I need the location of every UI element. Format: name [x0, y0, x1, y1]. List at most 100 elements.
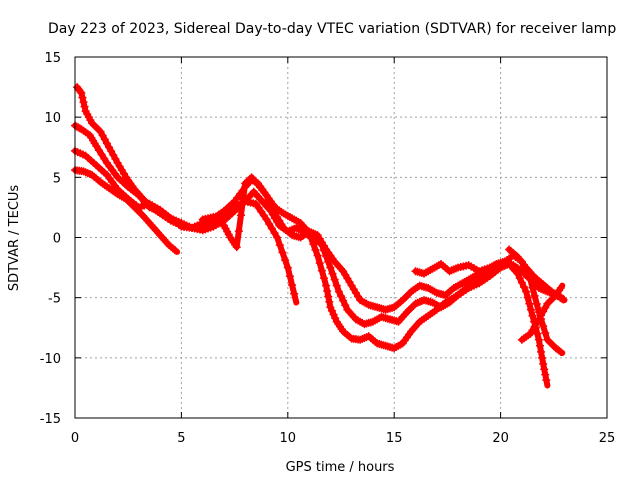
data-point [539, 359, 548, 368]
data-point [537, 347, 546, 356]
data-point [556, 347, 565, 356]
data-point [100, 154, 109, 163]
data-point [239, 195, 248, 204]
y-axis-label: SDTVAR / TECUs [7, 185, 22, 292]
data-point [325, 297, 334, 306]
data-point [326, 303, 335, 312]
data-point [285, 272, 294, 281]
data-point [315, 259, 324, 268]
data-point [265, 219, 274, 228]
series-track-8 [411, 259, 504, 278]
data-point [311, 245, 320, 254]
data-point [555, 346, 564, 355]
data-point [319, 274, 328, 283]
y-tick-label: -10 [40, 352, 61, 367]
series-track-3 [71, 146, 300, 306]
data-point [322, 281, 331, 290]
data-point [326, 263, 335, 272]
data-point [322, 252, 331, 261]
data-point [520, 283, 529, 292]
data-point [78, 93, 87, 102]
data-point [275, 241, 284, 250]
series-track-7 [517, 282, 566, 344]
y-tick-label: -15 [40, 412, 61, 427]
y-tick-label: 5 [53, 171, 61, 186]
data-point [307, 234, 316, 243]
data-point [331, 314, 340, 323]
data-point [281, 256, 290, 265]
data-point [77, 89, 86, 98]
data-point [525, 299, 534, 308]
data-point [533, 329, 542, 338]
data-point [540, 365, 549, 374]
data-point [324, 292, 333, 301]
data-point [267, 224, 276, 233]
data-point [234, 227, 243, 236]
data-point [538, 353, 547, 362]
data-point [534, 335, 543, 344]
data-point [317, 240, 326, 249]
data-point [313, 251, 322, 260]
x-tick-label: 5 [177, 431, 185, 446]
y-tick-label: 15 [44, 51, 61, 66]
data-point [542, 376, 551, 385]
data-point [541, 328, 550, 337]
data-point [522, 287, 531, 296]
data-point [515, 274, 524, 283]
data-point [539, 321, 548, 330]
data-point [532, 299, 541, 308]
data-point [517, 278, 526, 287]
data-point [80, 102, 89, 111]
data-point [528, 311, 537, 320]
data-point [528, 283, 537, 292]
data-point [262, 215, 271, 224]
data-point [252, 178, 261, 187]
data-point [556, 284, 565, 293]
data-point [329, 310, 338, 319]
data-point [97, 150, 106, 159]
y-tick-label: -5 [48, 292, 61, 307]
data-point [513, 269, 522, 278]
data-point [323, 287, 332, 296]
data-point [92, 142, 101, 151]
data-point [171, 246, 180, 255]
x-tick-label: 0 [71, 431, 79, 446]
data-point [324, 257, 333, 266]
data-point [236, 211, 245, 220]
data-point [305, 228, 314, 237]
data-point [270, 228, 279, 237]
data-point [319, 246, 328, 255]
x-axis-label: GPS time / hours [286, 460, 395, 475]
data-point [526, 305, 535, 314]
grid [75, 57, 607, 418]
data-point [332, 281, 341, 290]
data-point [337, 292, 345, 301]
x-tick-label: 10 [280, 431, 297, 446]
data-point [232, 243, 241, 252]
data-point [317, 266, 326, 275]
ticks: 0 5 10 15 20 25 -15 -10 -5 0 5 10 15 [40, 51, 616, 446]
data-point [559, 295, 568, 304]
data-point [341, 301, 350, 310]
data-point [530, 291, 539, 300]
data-point [290, 289, 299, 298]
data-point [327, 306, 336, 315]
data-point [334, 287, 343, 296]
x-tick-label: 20 [492, 431, 509, 446]
data-point [278, 248, 287, 257]
data-point [309, 240, 318, 249]
data-point [288, 281, 297, 290]
y-tick-label: 10 [44, 111, 61, 126]
x-tick-label: 25 [599, 431, 616, 446]
data-point [493, 260, 502, 269]
chart-title: Day 223 of 2023, Sidereal Day-to-day VTE… [48, 21, 616, 37]
data-point [339, 296, 348, 305]
data-point [76, 87, 85, 96]
data-point [79, 98, 88, 107]
data-point [328, 269, 337, 278]
data-point [541, 370, 550, 379]
data-point [535, 341, 544, 350]
data-point [94, 146, 103, 155]
data-point [330, 275, 339, 284]
